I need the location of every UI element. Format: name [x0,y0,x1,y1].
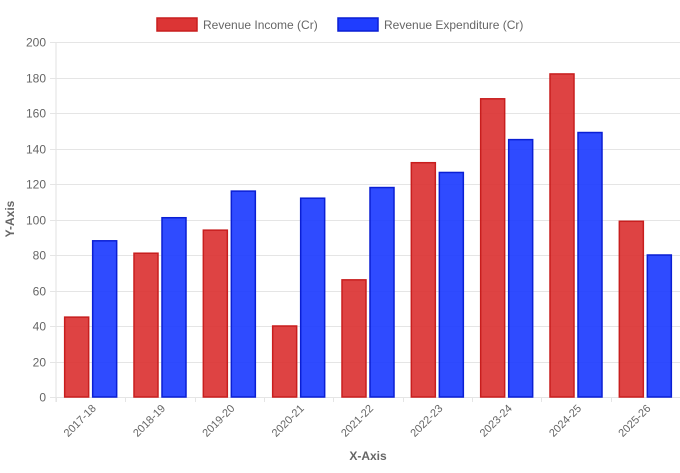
bar-expenditure[interactable] [646,254,673,398]
legend-item[interactable]: Revenue Expenditure (Cr) [337,17,523,32]
bar-income[interactable] [410,161,437,398]
bar-income[interactable] [202,229,229,398]
x-tick-label: 2017-18 [62,403,99,440]
x-tick-label: 2020-21 [270,403,307,440]
y-tick-label: 140 [26,143,46,157]
x-tick-label: 2025-26 [616,403,653,440]
y-tick-label: 100 [26,214,46,228]
bar-expenditure[interactable] [438,171,465,398]
bar-income[interactable] [63,316,90,398]
y-tick-label: 0 [39,391,46,405]
bar-expenditure[interactable] [230,190,257,398]
bar-expenditure[interactable] [369,186,395,398]
legend-swatch [337,17,379,32]
x-tick-label: 2022-23 [408,403,445,440]
bar-expenditure[interactable] [507,138,534,398]
bar-income[interactable] [133,252,159,398]
x-tick-label: 2019-20 [200,403,237,440]
legend-item[interactable]: Revenue Income (Cr) [156,17,318,32]
y-axis-label: Y-Axis [3,200,17,237]
legend-swatch [156,17,198,32]
y-tick-label: 200 [26,36,46,50]
y-tick-label: 40 [33,320,47,334]
x-axis-label: X-Axis [349,449,387,463]
y-tick-label: 80 [33,249,47,263]
bar-expenditure[interactable] [91,240,118,398]
bar-expenditure[interactable] [577,131,603,398]
x-tick-label: 2018-19 [131,403,168,440]
x-tick-label: 2023-24 [478,403,515,440]
y-tick-label: 120 [26,178,46,192]
y-tick-label: 160 [26,107,46,121]
legend: Revenue Income (Cr) Revenue Expenditure (… [156,17,523,32]
bar-income[interactable] [271,325,298,398]
x-tick-label: 2024-25 [547,403,584,440]
y-tick-label: 60 [33,285,47,299]
y-axis-ticks: 0 20 40 60 80 100 120 140 160 180 200 [26,36,46,405]
bars [63,73,673,398]
x-tick-label: 2021-22 [339,403,376,440]
bar-income[interactable] [618,220,645,398]
legend-label: Revenue Income (Cr) [203,18,318,32]
x-axis-ticks: 2017-18 2018-19 2019-20 2020-21 2021-22 2022-… [62,403,654,440]
y-tick-label: 20 [33,356,47,370]
bar-income[interactable] [549,73,575,398]
bar-income[interactable] [479,98,506,398]
bar-expenditure[interactable] [161,216,187,398]
y-tick-label: 180 [26,72,46,86]
bar-income[interactable] [341,279,367,398]
legend-label: Revenue Expenditure (Cr) [384,18,523,32]
bar-expenditure[interactable] [299,197,326,398]
